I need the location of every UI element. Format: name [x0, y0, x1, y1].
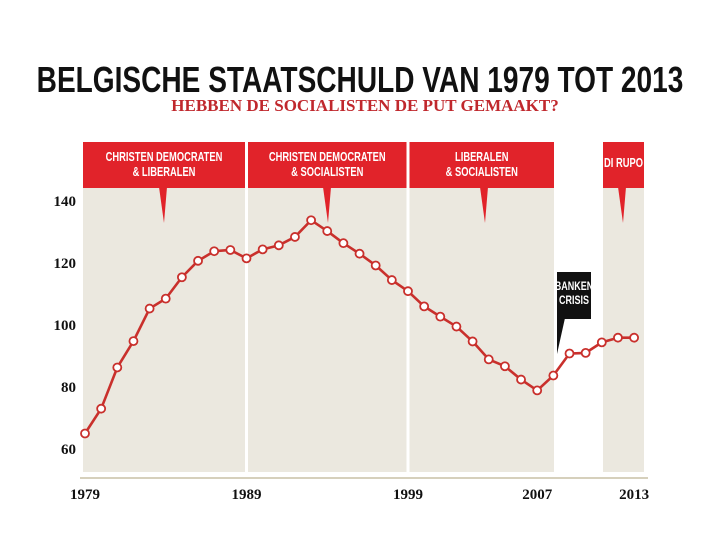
data-point: [419, 301, 430, 312]
crisis-pointer: [557, 318, 565, 354]
data-point: [596, 337, 607, 348]
data-point: [193, 255, 203, 266]
period-header: [83, 142, 245, 188]
crisis-label-line2: CRISIS: [559, 294, 589, 308]
data-point: [144, 303, 155, 314]
y-tick-label: 120: [54, 256, 77, 272]
data-point: [96, 403, 107, 414]
data-point: [306, 215, 317, 226]
x-tick-label: 2013: [619, 487, 649, 503]
y-axis: 140 120 100 80 60: [54, 194, 77, 458]
data-point: [241, 253, 252, 264]
period-pointer: [480, 187, 488, 223]
period-label: LIBERALEN& SOCIALISTEN: [446, 151, 518, 180]
period-label-line1: LIBERALEN: [455, 151, 508, 165]
data-point: [370, 260, 381, 271]
data-point: [629, 332, 639, 343]
data-point: [548, 370, 559, 381]
chart-title: BELGISCHE STAATSCHULD VAN 1979 TOT 2013: [37, 60, 684, 100]
data-point: [160, 293, 171, 304]
data-point: [128, 336, 139, 347]
period-label: CHRISTEN DEMOCRATEN& LIBERALEN: [106, 151, 223, 180]
x-tick-label: 2007: [522, 487, 553, 503]
chart-subtitle: HEBBEN DE SOCIALISTEN DE PUT GEMAAKT?: [171, 96, 558, 115]
x-tick-label: 1979: [70, 487, 100, 503]
data-point: [225, 245, 236, 255]
x-axis: 1979 1989 1999 2007 2013: [70, 487, 649, 503]
period-background: [83, 188, 245, 472]
period-label-line1: DI RUPO: [604, 157, 643, 171]
data-point: [176, 272, 187, 283]
data-point: [532, 385, 543, 396]
data-point: [483, 354, 494, 365]
y-tick-label: 80: [61, 380, 76, 396]
data-point: [80, 428, 90, 439]
y-tick-label: 60: [61, 442, 76, 458]
crisis-box: [557, 272, 591, 319]
period-pointer: [323, 187, 331, 223]
y-tick-label: 140: [54, 194, 77, 210]
data-point: [499, 361, 510, 372]
data-point: [564, 348, 575, 359]
period-pointer: [159, 187, 167, 223]
data-point: [613, 332, 623, 343]
period-header: [603, 142, 644, 188]
period-label: CHRISTEN DEMOCRATEN& SOCIALISTEN: [269, 151, 386, 180]
data-point: [273, 240, 284, 251]
period-header: [409, 142, 554, 188]
period-label-line2: & LIBERALEN: [133, 166, 196, 180]
period-background: [409, 188, 554, 472]
data-point: [403, 286, 413, 297]
data-point: [354, 248, 365, 259]
data-point: [516, 374, 526, 385]
x-tick-label: 1999: [393, 487, 423, 503]
data-point: [451, 321, 462, 332]
period-label: DI RUPO: [604, 157, 643, 171]
period-label-line2: & SOCIALISTEN: [446, 166, 518, 180]
data-point: [322, 226, 333, 236]
crisis-label-line1: BANKEN: [555, 280, 593, 294]
data-point: [467, 336, 478, 347]
data-point: [580, 347, 591, 358]
data-point: [435, 311, 446, 322]
period-header: [248, 142, 407, 188]
y-tick-label: 100: [54, 318, 77, 334]
data-point: [386, 275, 397, 285]
period-label-line2: & SOCIALISTEN: [291, 166, 363, 180]
period-background: [603, 188, 644, 472]
period-label-line1: CHRISTEN DEMOCRATEN: [269, 151, 386, 165]
data-point: [290, 232, 300, 242]
data-point: [112, 362, 123, 373]
debt-series: [80, 215, 639, 439]
period-pointer: [618, 187, 626, 223]
data-point: [209, 246, 220, 257]
data-point: [257, 244, 268, 255]
x-tick-label: 1989: [232, 487, 262, 503]
period-label-line1: CHRISTEN DEMOCRATEN: [106, 151, 223, 165]
data-point: [338, 238, 349, 249]
